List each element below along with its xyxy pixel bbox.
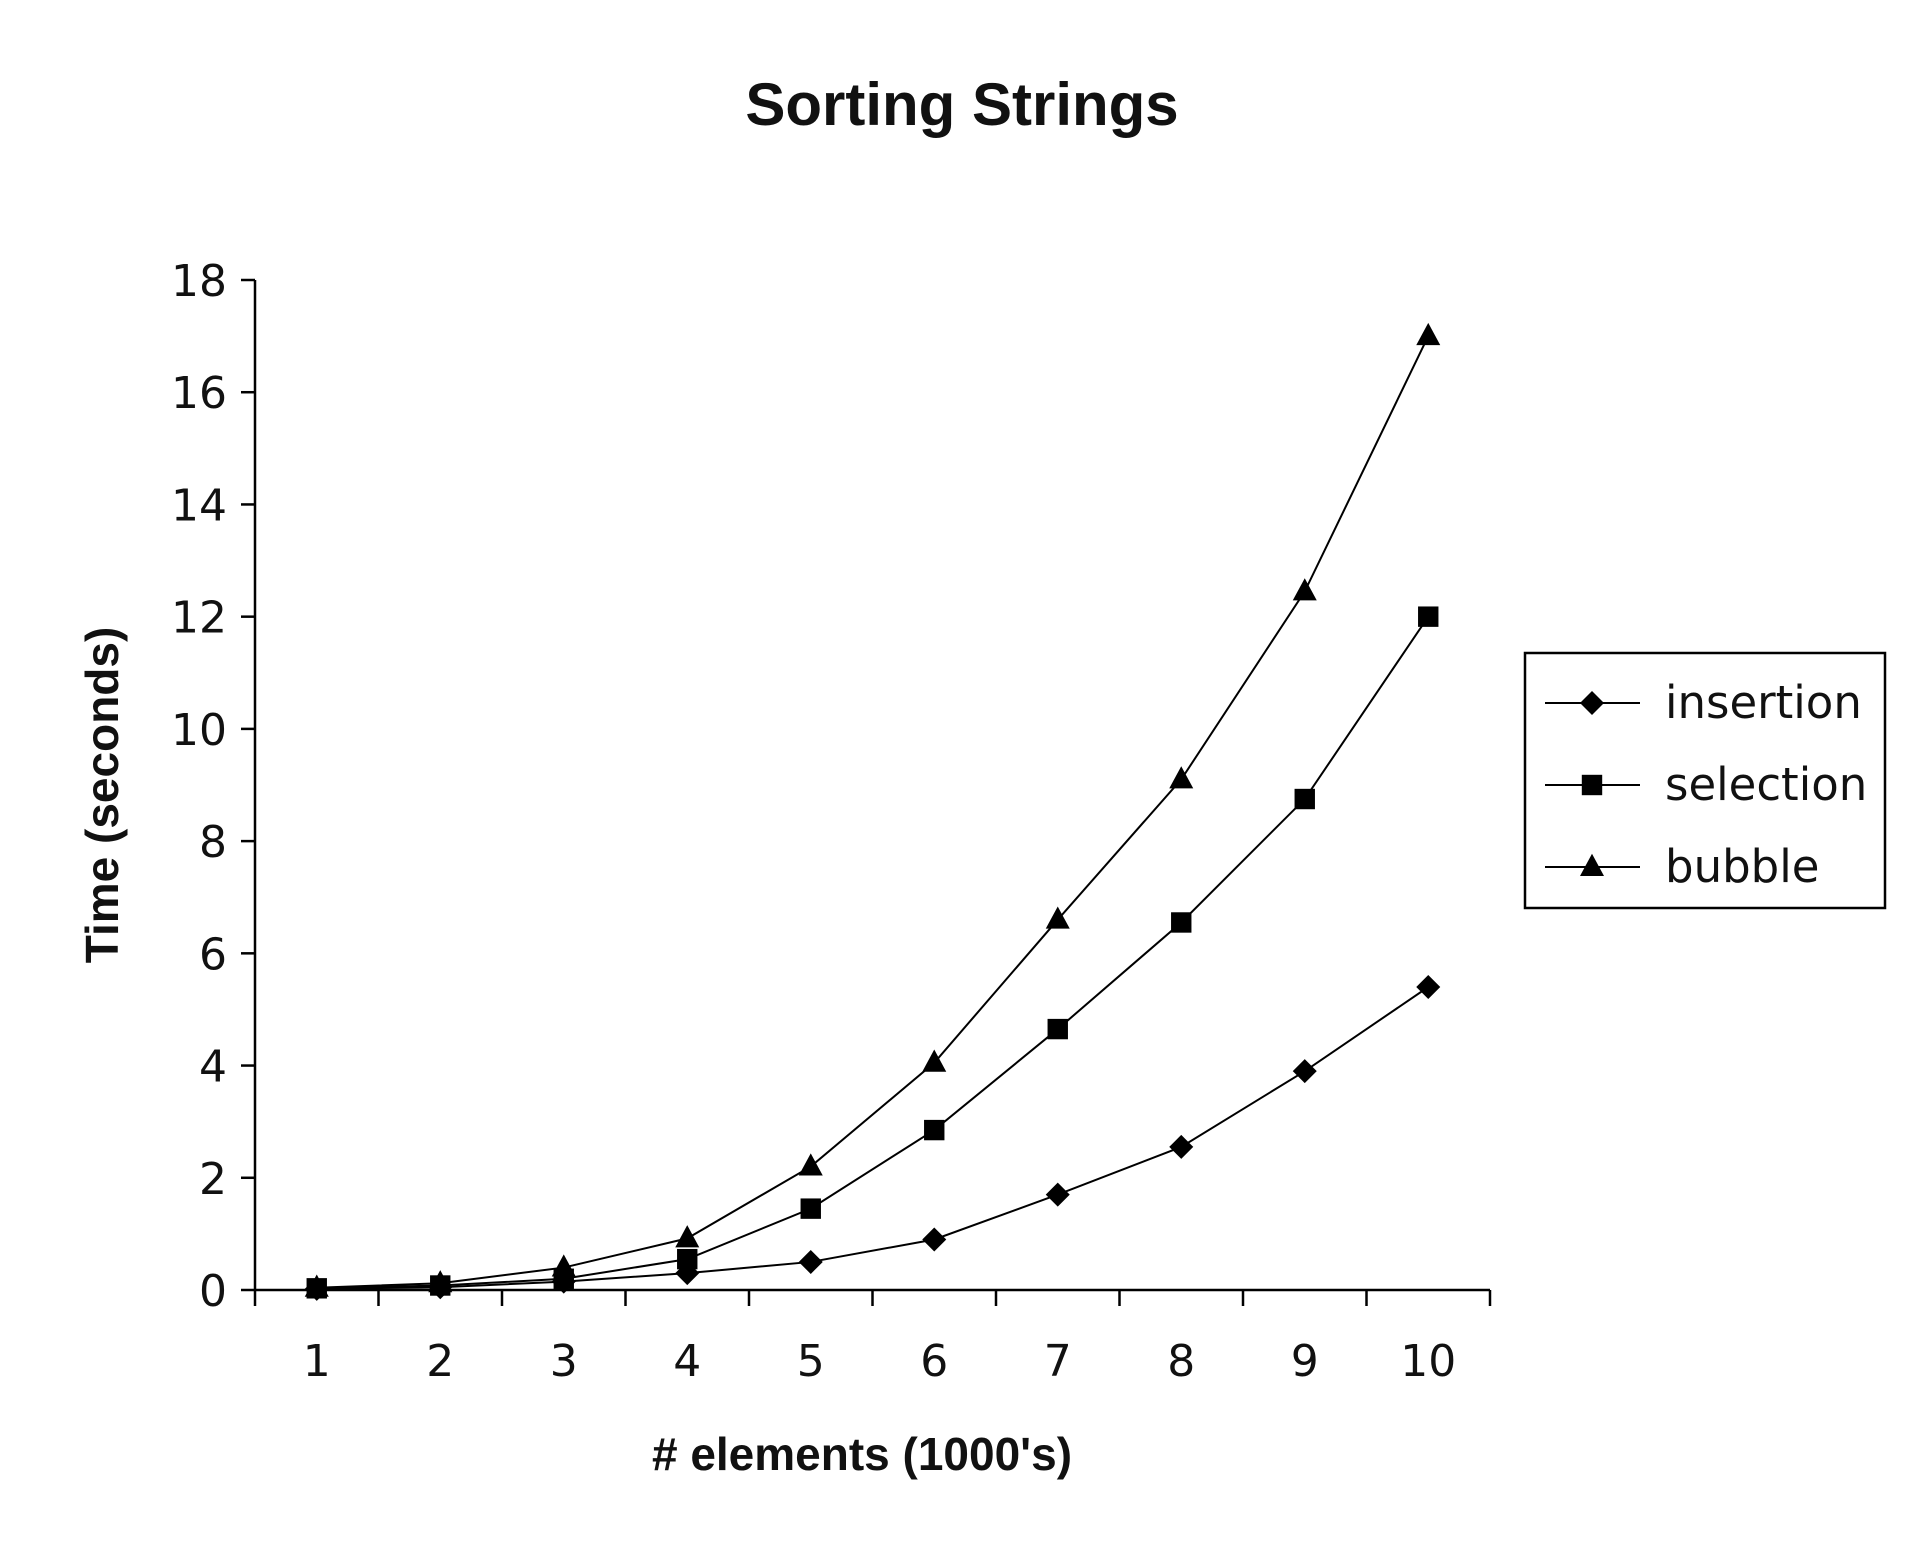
legend: insertion selection bubble: [1523, 651, 1887, 910]
y-tick-label: 0: [199, 1266, 227, 1317]
data-point-selection: [1047, 1018, 1068, 1040]
data-point-selection: [1418, 606, 1439, 627]
legend-marker: [1580, 853, 1604, 876]
data-point-bubble: [428, 1270, 453, 1293]
y-tick-label: 12: [171, 593, 227, 644]
chart-title: Sorting Strings: [745, 71, 1178, 138]
x-tick-label: 1: [303, 1336, 331, 1387]
data-point-bubble: [1045, 906, 1070, 929]
y-tick-label: 18: [171, 256, 227, 307]
x-tick-label: 8: [1167, 1336, 1195, 1387]
x-tick-label: 10: [1400, 1336, 1456, 1387]
series-line-insertion: [316, 986, 1429, 1290]
data-point-insertion: [1416, 975, 1441, 999]
data-point-insertion: [798, 1249, 823, 1274]
series-insertion: [304, 975, 1441, 1301]
legend-marker: [1580, 691, 1604, 715]
legend-label: insertion: [1665, 676, 1862, 729]
x-tick-label: 4: [673, 1336, 701, 1387]
data-point-selection: [924, 1119, 945, 1141]
y-tick-label: 16: [171, 368, 227, 419]
legend-label: selection: [1665, 758, 1867, 811]
series-line-bubble: [316, 335, 1430, 1289]
series-layer: [304, 322, 1441, 1301]
data-point-selection: [1171, 912, 1192, 933]
data-point-bubble: [1416, 322, 1441, 346]
x-tick-label: 2: [426, 1336, 454, 1387]
y-tick-label: 2: [199, 1154, 227, 1205]
y-tick-label: 14: [171, 480, 227, 531]
data-point-insertion: [1292, 1059, 1317, 1084]
x-tick-label: 9: [1291, 1336, 1319, 1387]
x-axis-title: # elements (1000's): [652, 1428, 1072, 1480]
legend-item-insertion: insertion: [1545, 676, 1862, 729]
legend-marker: [1581, 774, 1603, 796]
data-point-bubble: [1169, 766, 1194, 789]
data-point-insertion: [922, 1227, 947, 1252]
data-point-bubble: [551, 1254, 576, 1277]
series-selection: [306, 606, 1439, 1299]
data-point-selection: [677, 1248, 698, 1270]
data-point-bubble: [675, 1225, 700, 1248]
data-point-selection: [800, 1198, 821, 1219]
x-tick-label: 6: [920, 1336, 948, 1387]
legend-label: bubble: [1665, 840, 1819, 893]
y-tick-label: 8: [199, 817, 227, 868]
y-axis-title: Time (seconds): [76, 627, 128, 964]
y-tick-label: 4: [199, 1042, 227, 1093]
legend-item-selection: selection: [1545, 758, 1867, 811]
data-point-selection: [1294, 788, 1315, 810]
data-point-bubble: [798, 1153, 823, 1176]
legend-item-bubble: bubble: [1545, 840, 1819, 893]
y-tick-label: 6: [199, 929, 227, 980]
x-tick-label: 5: [797, 1336, 825, 1387]
data-point-insertion: [1045, 1182, 1070, 1207]
series-line-selection: [316, 616, 1430, 1290]
x-tick-label: 7: [1044, 1336, 1072, 1387]
x-tick-label: 3: [550, 1336, 578, 1387]
series-bubble: [304, 322, 1441, 1297]
data-point-bubble: [304, 1274, 329, 1297]
data-point-bubble: [1292, 578, 1317, 601]
y-tick-label: 10: [171, 705, 227, 756]
data-point-bubble: [922, 1049, 947, 1072]
data-point-insertion: [1169, 1134, 1194, 1159]
